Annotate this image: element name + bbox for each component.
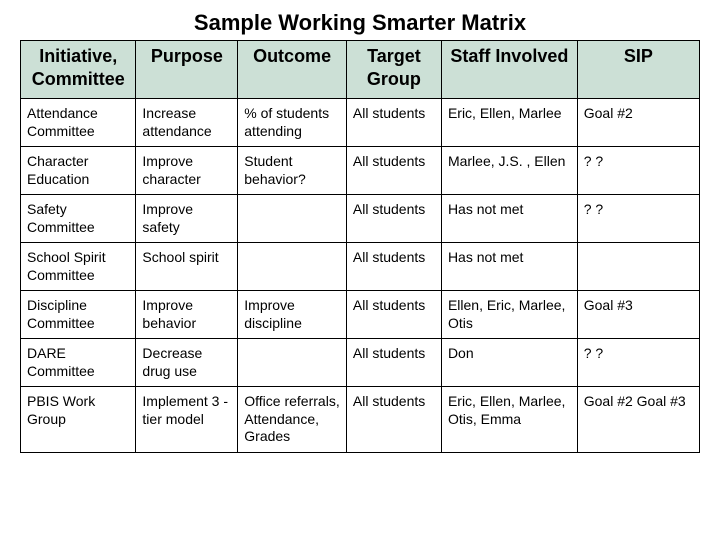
table-cell [238, 195, 347, 243]
table-body: Attendance CommitteeIncrease attendance%… [21, 99, 700, 453]
header-row: Initiative, Committee Purpose Outcome Ta… [21, 41, 700, 99]
table-cell: Improve character [136, 147, 238, 195]
table-cell: Office referrals, Attendance, Grades [238, 387, 347, 453]
table-cell: Has not met [441, 243, 577, 291]
table-cell: Increase attendance [136, 99, 238, 147]
table-cell: Don [441, 339, 577, 387]
table-cell: Ellen, Eric, Marlee, Otis [441, 291, 577, 339]
table-cell: Goal #2 Goal #3 [577, 387, 699, 453]
table-cell: ? ? [577, 195, 699, 243]
table-row: Discipline CommitteeImprove behaviorImpr… [21, 291, 700, 339]
table-cell: Implement 3 -tier model [136, 387, 238, 453]
table-cell: All students [346, 387, 441, 453]
table-cell: Attendance Committee [21, 99, 136, 147]
table-cell: % of students attending [238, 99, 347, 147]
table-cell: All students [346, 147, 441, 195]
col-header-purpose: Purpose [136, 41, 238, 99]
table-row: School Spirit CommitteeSchool spirit All … [21, 243, 700, 291]
table-row: Attendance CommitteeIncrease attendance%… [21, 99, 700, 147]
page-title: Sample Working Smarter Matrix [20, 10, 700, 36]
col-header-sip: SIP [577, 41, 699, 99]
table-cell: Eric, Ellen, Marlee, Otis, Emma [441, 387, 577, 453]
table-cell: Goal #3 [577, 291, 699, 339]
table-cell: Student behavior? [238, 147, 347, 195]
table-cell: All students [346, 99, 441, 147]
table-cell: PBIS Work Group [21, 387, 136, 453]
table-cell: Improve safety [136, 195, 238, 243]
table-cell: School Spirit Committee [21, 243, 136, 291]
table-cell: Decrease drug use [136, 339, 238, 387]
table-cell [238, 243, 347, 291]
table-row: PBIS Work GroupImplement 3 -tier modelOf… [21, 387, 700, 453]
table-cell: Improve behavior [136, 291, 238, 339]
table-cell: ? ? [577, 147, 699, 195]
table-cell: School spirit [136, 243, 238, 291]
table-cell: ? ? [577, 339, 699, 387]
table-cell: Safety Committee [21, 195, 136, 243]
col-header-staff: Staff Involved [441, 41, 577, 99]
table-cell: Eric, Ellen, Marlee [441, 99, 577, 147]
table-cell: All students [346, 195, 441, 243]
table-row: DARE CommitteeDecrease drug use All stude… [21, 339, 700, 387]
matrix-table: Initiative, Committee Purpose Outcome Ta… [20, 40, 700, 453]
table-cell: Discipline Committee [21, 291, 136, 339]
col-header-target: Target Group [346, 41, 441, 99]
table-cell: All students [346, 339, 441, 387]
table-cell [238, 339, 347, 387]
table-cell: Goal #2 [577, 99, 699, 147]
table-row: Character EducationImprove characterStud… [21, 147, 700, 195]
table-cell: DARE Committee [21, 339, 136, 387]
table-cell: Character Education [21, 147, 136, 195]
col-header-outcome: Outcome [238, 41, 347, 99]
table-cell: All students [346, 243, 441, 291]
table-row: Safety CommitteeImprove safety All studen… [21, 195, 700, 243]
table-cell: Marlee, J.S. , Ellen [441, 147, 577, 195]
table-cell [577, 243, 699, 291]
table-cell: Has not met [441, 195, 577, 243]
table-cell: Improve discipline [238, 291, 347, 339]
col-header-initiative: Initiative, Committee [21, 41, 136, 99]
table-cell: All students [346, 291, 441, 339]
